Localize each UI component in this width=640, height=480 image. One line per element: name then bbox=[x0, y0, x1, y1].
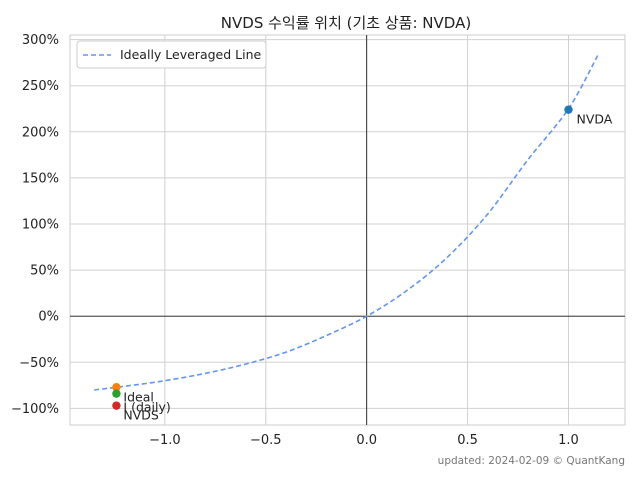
legend-entry: Ideally Leveraged Line bbox=[120, 47, 262, 62]
y-tick-label: −100% bbox=[11, 402, 59, 417]
point-label-nvds: NVDS bbox=[123, 408, 159, 423]
point-label-nvda: NVDA bbox=[576, 112, 612, 127]
data-point bbox=[112, 389, 121, 398]
legend: Ideally Leveraged Line bbox=[76, 40, 267, 69]
y-tick-label: 200% bbox=[22, 125, 59, 140]
data-point bbox=[112, 401, 121, 410]
y-tick-label: 0% bbox=[38, 310, 59, 325]
x-tick-label: −1.0 bbox=[149, 433, 181, 448]
series-lines bbox=[94, 53, 600, 391]
plot-frame bbox=[69, 34, 626, 426]
y-tick-label: 250% bbox=[22, 79, 59, 94]
grid bbox=[69, 34, 626, 426]
legend-box bbox=[76, 40, 267, 69]
data-points bbox=[112, 105, 573, 410]
x-tick-label: 1.0 bbox=[558, 433, 579, 448]
x-tick-label: 0.5 bbox=[457, 433, 478, 448]
point-label-daily: I (daily) bbox=[123, 400, 170, 415]
y-tick-label: 150% bbox=[22, 171, 59, 186]
ideally-leveraged-line bbox=[94, 53, 600, 391]
x-tick-label: −0.5 bbox=[250, 433, 282, 448]
y-tick-label: 50% bbox=[30, 264, 59, 279]
y-tick-label: 100% bbox=[22, 218, 59, 233]
footer-note: updated: 2024-02-09 © QuantKang bbox=[438, 455, 625, 467]
y-tick-label: 300% bbox=[22, 33, 59, 48]
axes bbox=[70, 35, 625, 425]
point-label-ideal: Ideal bbox=[123, 390, 153, 405]
tick-labels: −1.0 −0.5 0.0 0.5 1.0 −100% −50% 0% 50% 100% 150% 2… bbox=[11, 33, 579, 448]
x-tick-label: 0.0 bbox=[356, 433, 377, 448]
y-tick-label: −50% bbox=[19, 356, 59, 371]
data-point bbox=[564, 105, 573, 114]
data-point bbox=[112, 382, 121, 392]
chart-title: NVDS 수익률 위치 (기초 상품: NVDA) bbox=[221, 14, 471, 32]
